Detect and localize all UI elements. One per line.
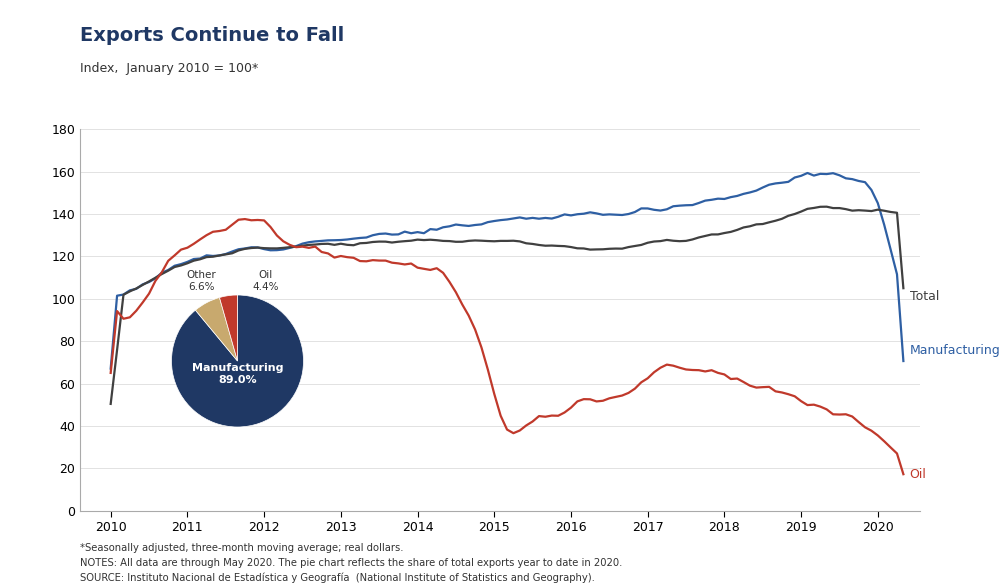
Text: Index,  January 2010 = 100*: Index, January 2010 = 100* bbox=[80, 62, 258, 75]
Text: Oil
4.4%: Oil 4.4% bbox=[252, 270, 278, 292]
Text: Manufacturing: Manufacturing bbox=[910, 344, 1000, 357]
Text: NOTES: All data are through May 2020. The pie chart reflects the share of total : NOTES: All data are through May 2020. Th… bbox=[80, 558, 622, 568]
Wedge shape bbox=[219, 295, 238, 361]
Wedge shape bbox=[172, 295, 303, 427]
Text: SOURCE: Instituto Nacional de Estadística y Geografía  (National Institute of St: SOURCE: Instituto Nacional de Estadístic… bbox=[80, 572, 595, 583]
Wedge shape bbox=[195, 298, 238, 361]
Text: Other
6.6%: Other 6.6% bbox=[186, 270, 216, 292]
Text: Total: Total bbox=[910, 290, 939, 303]
Text: Exports Continue to Fall: Exports Continue to Fall bbox=[80, 26, 344, 45]
Text: Oil: Oil bbox=[910, 468, 926, 481]
Text: Manufacturing
89.0%: Manufacturing 89.0% bbox=[192, 363, 283, 385]
Text: *Seasonally adjusted, three-month moving average; real dollars.: *Seasonally adjusted, three-month moving… bbox=[80, 543, 404, 553]
